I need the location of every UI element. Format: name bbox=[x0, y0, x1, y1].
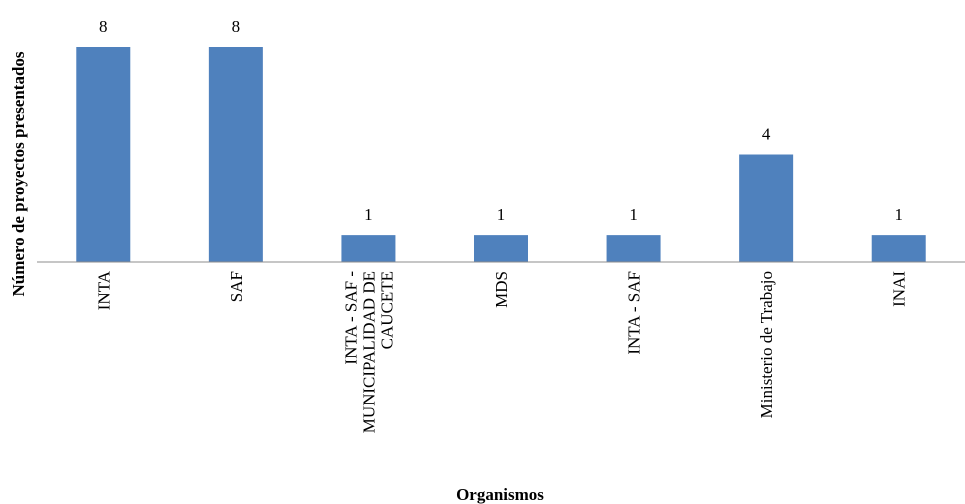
x-tick-label-line: CAUCETE bbox=[377, 271, 396, 349]
x-tick-label-line: Ministerio de Trabajo bbox=[757, 271, 776, 418]
data-labels-group: 8 8 1 1 1 4 1 bbox=[99, 17, 903, 224]
x-tick-label: INTA bbox=[94, 270, 113, 310]
x-tick-label-line: INAI bbox=[890, 271, 909, 307]
y-axis-title: Número de proyectos presentados bbox=[9, 51, 28, 296]
bar-value-label: 1 bbox=[364, 205, 373, 224]
bar bbox=[739, 154, 794, 262]
bars-group bbox=[76, 47, 926, 262]
x-tick-label: INTA - SAF -MUNICIPALIDAD DECAUCETE bbox=[341, 271, 396, 434]
bar-value-label: 8 bbox=[99, 17, 108, 36]
x-tick-label: INTA - SAF bbox=[625, 271, 644, 355]
x-tick-label: SAF bbox=[227, 271, 246, 302]
bar bbox=[871, 235, 926, 262]
x-tick-label-line: INTA bbox=[94, 270, 113, 310]
x-tick-label-line: MDS bbox=[492, 271, 511, 308]
x-tick-label-line: MUNICIPALIDAD DE bbox=[359, 271, 378, 433]
x-tick-label: MDS bbox=[492, 271, 511, 308]
x-axis-title: Organismos bbox=[456, 485, 544, 504]
x-tick-labels-group: INTA SAF INTA - SAF -MUNICIPALIDAD DECAUCE… bbox=[94, 270, 908, 433]
bar bbox=[341, 235, 396, 262]
bar-value-label: 1 bbox=[497, 205, 506, 224]
x-tick-label-line: INTA - SAF bbox=[625, 271, 644, 355]
bar-value-label: 8 bbox=[232, 17, 241, 36]
bar-value-label: 4 bbox=[762, 125, 771, 144]
x-tick-label-line: INTA - SAF - bbox=[341, 271, 360, 365]
bar bbox=[76, 47, 131, 262]
x-tick-label: Ministerio de Trabajo bbox=[757, 271, 776, 418]
x-tick-label: INAI bbox=[890, 271, 909, 307]
bar bbox=[606, 235, 661, 262]
bar-value-label: 1 bbox=[629, 205, 638, 224]
bar-value-label: 1 bbox=[894, 205, 903, 224]
bar bbox=[474, 235, 528, 262]
x-tick-label-line: SAF bbox=[227, 271, 246, 302]
bar bbox=[208, 47, 263, 262]
